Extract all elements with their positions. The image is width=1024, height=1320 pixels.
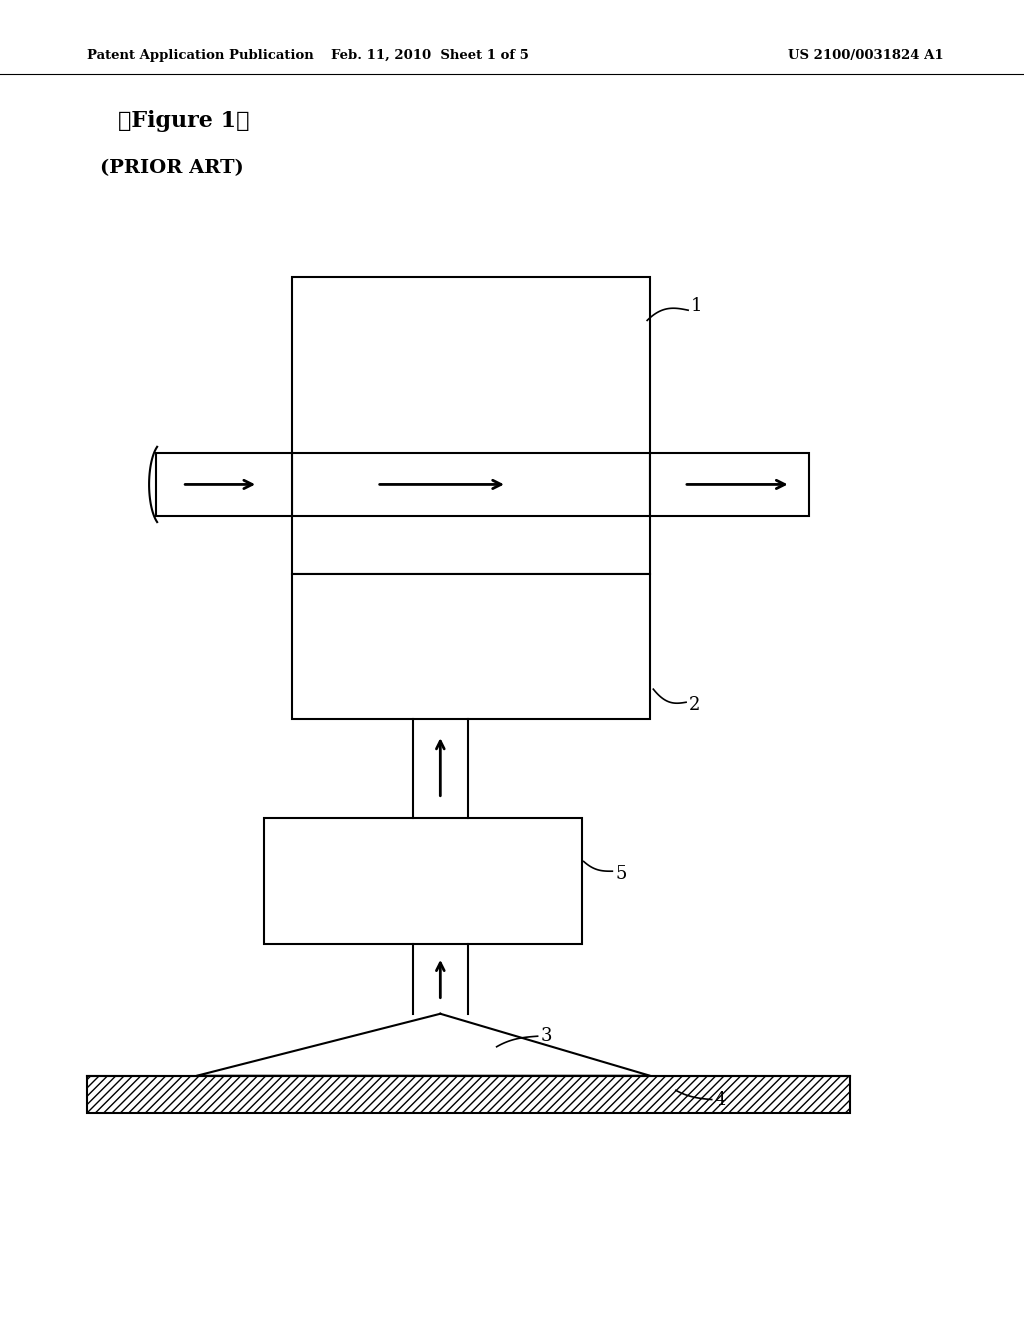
Text: 2: 2 — [689, 696, 700, 714]
Text: Feb. 11, 2010  Sheet 1 of 5: Feb. 11, 2010 Sheet 1 of 5 — [331, 49, 529, 62]
Bar — [292, 574, 650, 719]
Bar — [650, 453, 809, 516]
Bar — [87, 1076, 850, 1113]
Text: 5: 5 — [615, 865, 627, 883]
Text: 4: 4 — [715, 1090, 726, 1109]
Text: 3: 3 — [541, 1027, 552, 1045]
Bar — [156, 453, 292, 516]
Text: 1: 1 — [691, 297, 702, 315]
Bar — [264, 818, 582, 944]
Text: Patent Application Publication: Patent Application Publication — [87, 49, 313, 62]
Text: (PRIOR ART): (PRIOR ART) — [100, 158, 244, 177]
Bar — [292, 277, 650, 574]
Text: 【Figure 1】: 【Figure 1】 — [118, 111, 249, 132]
Text: US 2100/0031824 A1: US 2100/0031824 A1 — [788, 49, 944, 62]
